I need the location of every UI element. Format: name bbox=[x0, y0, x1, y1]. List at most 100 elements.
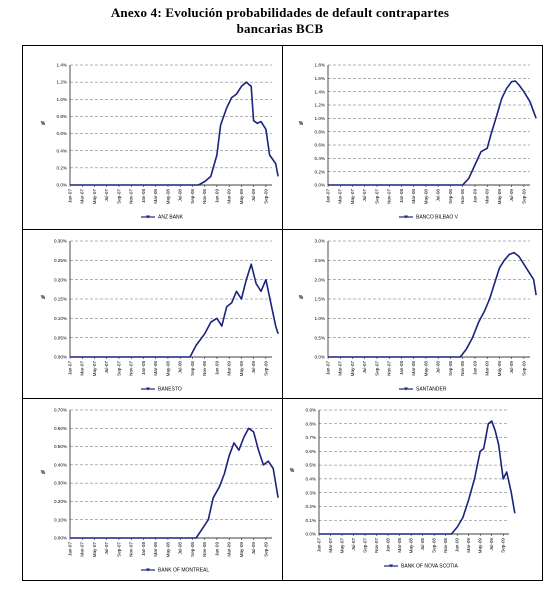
y-tick-label: 0.3% bbox=[306, 490, 316, 495]
y-tick-label: 0.20% bbox=[54, 499, 67, 504]
y-tick-label: 0.8% bbox=[306, 421, 316, 426]
x-tick-label: Sep-08 bbox=[190, 189, 195, 204]
series-line bbox=[328, 251, 537, 358]
x-tick-label: Nov-08 bbox=[460, 189, 465, 204]
x-tick-label: Sep-08 bbox=[190, 542, 195, 557]
y-tick-label: 0.15% bbox=[54, 297, 67, 302]
legend-marker-icon bbox=[389, 564, 393, 568]
chart-anz-bank: 0.0% 0.2% 0.4% 0.6% 0.8% 1.0% 1.2% 1.4%% Jan-07 M… bbox=[41, 63, 279, 221]
y-tick-label: 0.10% bbox=[54, 517, 67, 522]
chart-santander: 0.0% 0.5% 1.0% 1.5% 2.0% 2.5% 3.0%% Jan-07 Mar-0… bbox=[299, 239, 537, 393]
y-tick-label: 0.5% bbox=[315, 335, 325, 340]
x-tick-label: Sep-09 bbox=[263, 189, 268, 204]
x-tick-label: Nov-08 bbox=[443, 538, 448, 553]
x-tick-label: Nov-07 bbox=[374, 538, 379, 553]
x-tick-label: Jan-07 bbox=[326, 189, 331, 203]
y-tick-label: 0.60% bbox=[54, 426, 67, 431]
x-tick-label: Mar-08 bbox=[397, 538, 402, 553]
y-tick-label: 0.4% bbox=[306, 476, 316, 481]
y-tick-label: 1.6% bbox=[315, 76, 325, 81]
x-tick-label: Jul-07 bbox=[362, 189, 367, 202]
y-tick-label: 0.8% bbox=[315, 129, 325, 134]
x-tick-label: Mar-09 bbox=[485, 361, 490, 376]
y-tick-label: 0.30% bbox=[54, 481, 67, 486]
legend-label: BANK OF NOVA SCOTIA bbox=[401, 564, 459, 570]
x-tick-label: May-07 bbox=[340, 538, 345, 554]
x-tick-label: Jan-08 bbox=[141, 361, 146, 375]
y-tick-label: 0.25% bbox=[54, 258, 67, 263]
y-axis-label: % bbox=[299, 295, 304, 301]
legend-marker-icon bbox=[146, 568, 150, 572]
y-tick-label: 0.0% bbox=[315, 355, 325, 360]
y-tick-label: 0.30% bbox=[54, 239, 67, 244]
x-tick-label: Jan-09 bbox=[214, 542, 219, 556]
x-tick-label: May-08 bbox=[165, 542, 170, 558]
x-tick-label: Jan-09 bbox=[455, 538, 460, 552]
legend-label: BANESTO bbox=[158, 387, 182, 393]
x-tick-label: Mar-07 bbox=[338, 361, 343, 376]
y-tick-label: 1.2% bbox=[315, 103, 325, 108]
y-tick-label: 3.0% bbox=[315, 239, 325, 244]
x-tick-label: Nov-07 bbox=[387, 189, 392, 204]
x-tick-label: Mar-07 bbox=[80, 189, 85, 204]
x-tick-label: Jul-09 bbox=[509, 361, 514, 374]
y-tick-label: 1.2% bbox=[57, 80, 67, 85]
y-tick-label: 1.4% bbox=[315, 89, 325, 94]
grid-horizontal-divider-1 bbox=[22, 229, 543, 230]
x-tick-label: Jul-08 bbox=[178, 361, 183, 374]
y-axis-label: % bbox=[41, 470, 46, 476]
legend-marker-icon bbox=[146, 215, 150, 219]
y-tick-label: 0.0% bbox=[306, 532, 316, 537]
x-tick-label: Jan-08 bbox=[141, 542, 146, 556]
x-tick-label: Sep-09 bbox=[263, 542, 268, 557]
x-tick-label: Mar-08 bbox=[411, 189, 416, 204]
legend-label: SANTANDER bbox=[416, 387, 447, 393]
x-tick-label: May-09 bbox=[497, 361, 502, 377]
series-line bbox=[70, 81, 279, 186]
x-tick-label: Sep-09 bbox=[521, 189, 526, 204]
x-tick-label: Jul-07 bbox=[104, 542, 109, 555]
x-tick-label: Jan-07 bbox=[68, 542, 73, 556]
y-tick-label: 0.70% bbox=[54, 408, 67, 413]
y-tick-label: 2.5% bbox=[315, 258, 325, 263]
y-tick-label: 0.10% bbox=[54, 316, 67, 321]
y-tick-label: 1.0% bbox=[315, 116, 325, 121]
x-tick-label: May-09 bbox=[239, 189, 244, 205]
x-tick-label: Mar-07 bbox=[80, 361, 85, 376]
y-tick-label: 1.5% bbox=[315, 297, 325, 302]
x-tick-label: Nov-08 bbox=[460, 361, 465, 376]
y-axis-label: % bbox=[41, 295, 46, 301]
legend-marker-icon bbox=[404, 387, 408, 391]
y-axis-label: % bbox=[290, 468, 295, 474]
y-tick-label: 0.0% bbox=[57, 183, 67, 188]
x-tick-label: Jul-09 bbox=[509, 189, 514, 202]
x-tick-label: May-07 bbox=[92, 361, 97, 377]
x-tick-label: Nov-07 bbox=[129, 361, 134, 376]
x-tick-label: Mar-08 bbox=[153, 361, 158, 376]
x-tick-label: Mar-08 bbox=[411, 361, 416, 376]
y-tick-label: 0.4% bbox=[315, 156, 325, 161]
x-tick-label: Jul-07 bbox=[104, 189, 109, 202]
x-tick-label: Sep-07 bbox=[116, 361, 121, 376]
series-line bbox=[70, 427, 279, 539]
x-tick-label: May-08 bbox=[423, 189, 428, 205]
y-tick-label: 0.1% bbox=[306, 518, 316, 523]
x-tick-label: Jul-08 bbox=[436, 189, 441, 202]
y-tick-label: 0.9% bbox=[306, 408, 316, 413]
chart-banesto: 0.00% 0.05% 0.10% 0.15% 0.20% 0.25% 0.30%% Jan-… bbox=[41, 239, 279, 393]
x-tick-label: Jul-08 bbox=[436, 361, 441, 374]
chart-banco-bilbao: 0.0% 0.2% 0.4% 0.6% 0.8% 1.0% 1.2% 1.4% 1.6% 1.8%… bbox=[299, 63, 537, 221]
legend-label: BANCO BILBAO V bbox=[416, 215, 459, 221]
x-tick-label: Sep-09 bbox=[521, 361, 526, 376]
x-tick-label: Nov-08 bbox=[202, 361, 207, 376]
x-tick-label: May-09 bbox=[497, 189, 502, 205]
legend-marker-icon bbox=[404, 215, 408, 219]
y-tick-label: 1.0% bbox=[57, 97, 67, 102]
x-tick-label: Mar-07 bbox=[338, 189, 343, 204]
x-tick-label: Jan-09 bbox=[472, 361, 477, 375]
y-tick-label: 0.00% bbox=[54, 536, 67, 541]
x-tick-label: Jul-09 bbox=[251, 189, 256, 202]
x-tick-label: Mar-09 bbox=[485, 189, 490, 204]
x-tick-label: Jul-08 bbox=[178, 542, 183, 555]
y-tick-label: 1.4% bbox=[57, 63, 67, 68]
